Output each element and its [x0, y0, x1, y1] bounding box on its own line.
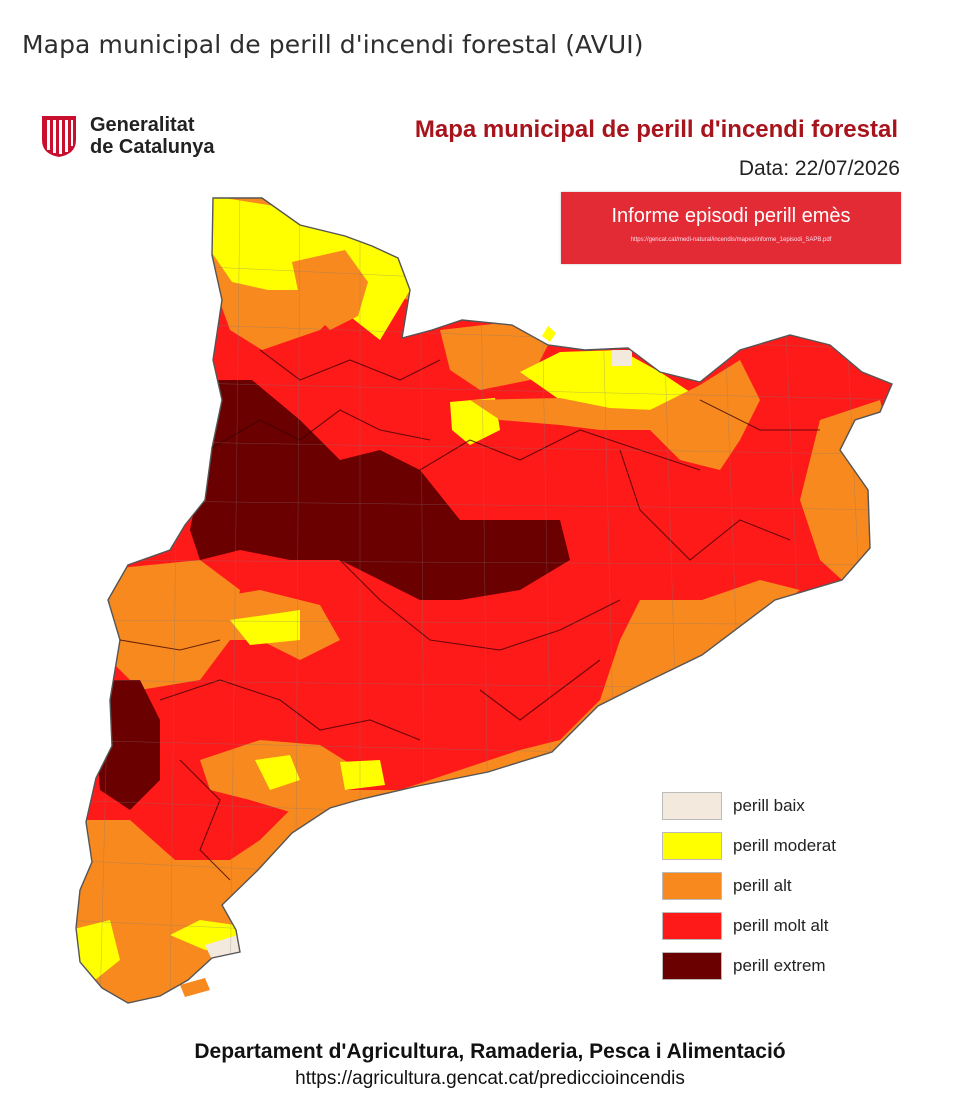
legend-label: perill baix [733, 796, 805, 815]
legend: perill baix perill moderat perill alt pe… [662, 790, 892, 990]
legend-item: perill extrem [662, 950, 892, 990]
generalitat-name: Generalitat de Catalunya [90, 114, 214, 158]
legend-swatch [662, 832, 722, 860]
legend-label: perill molt alt [733, 916, 829, 935]
legend-item: perill moderat [662, 830, 892, 870]
map-title: Mapa municipal de perill d'incendi fores… [414, 116, 898, 143]
legend-label: perill extrem [733, 956, 826, 975]
episode-report-button[interactable]: Informe episodi perill emès https://genc… [561, 192, 901, 264]
catalonia-fire-danger-map [75, 197, 893, 1004]
legend-swatch [662, 952, 722, 980]
footer-url-link[interactable]: https://agricultura.gencat.cat/prediccio… [295, 1068, 685, 1089]
department-name: Departament d'Agricultura, Ramaderia, Pe… [194, 1040, 786, 1063]
legend-swatch [662, 792, 722, 820]
episode-report-url: https://gencat.cat/medi-natural/incendis… [630, 237, 832, 243]
legend-item: perill baix [662, 790, 892, 830]
legend-swatch [662, 872, 722, 900]
logo-line-2: de Catalunya [90, 136, 215, 158]
generalitat-emblem-icon [42, 116, 76, 157]
legend-label: perill alt [733, 876, 792, 895]
legend-label: perill moderat [733, 836, 836, 855]
legend-swatch [662, 912, 722, 940]
page-title: Mapa municipal de perill d'incendi fores… [22, 30, 644, 59]
legend-item: perill molt alt [662, 910, 892, 950]
legend-item: perill alt [662, 870, 892, 910]
episode-report-label: Informe episodi perill emès [611, 205, 851, 227]
map-date: Data: 22/07/2026 [738, 157, 900, 180]
logo-line-1: Generalitat [90, 114, 195, 136]
generalitat-logo: Generalitat de Catalunya [40, 112, 240, 162]
